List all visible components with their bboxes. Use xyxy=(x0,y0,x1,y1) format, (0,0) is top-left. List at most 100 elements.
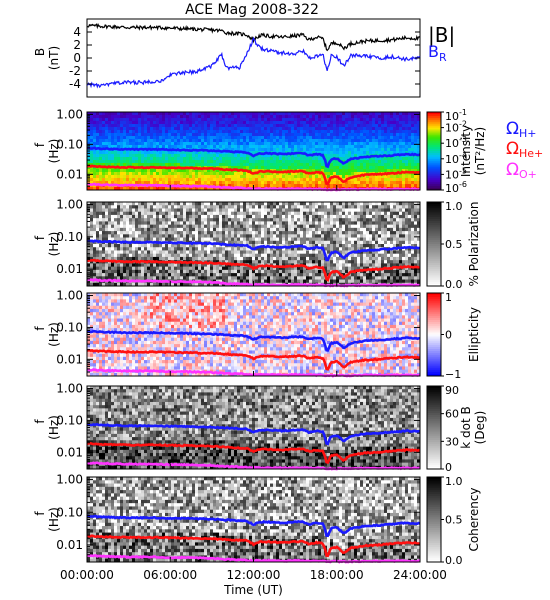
spectrogram-cell xyxy=(306,157,310,161)
spectrogram-cell xyxy=(363,178,367,182)
spectrogram-cell xyxy=(372,175,376,179)
spectrogram-cell xyxy=(216,218,220,222)
spectrogram-cell xyxy=(318,124,322,128)
spectrogram-cell xyxy=(138,130,142,134)
spectrogram-cell xyxy=(183,163,187,167)
spectrogram-cell xyxy=(108,160,112,164)
spectrogram-cell xyxy=(150,247,154,251)
spectrogram-cell xyxy=(99,276,103,280)
spectrogram-cell xyxy=(294,115,298,119)
spectrogram-cell xyxy=(210,163,214,167)
spectrogram-cell xyxy=(372,112,376,116)
spectrogram-cell xyxy=(351,160,355,164)
spectrogram-cell xyxy=(93,221,97,226)
spectrogram-cell xyxy=(132,276,136,280)
spectrogram-cell xyxy=(282,127,286,131)
spectrogram-cell xyxy=(270,166,274,170)
spectrogram-cell xyxy=(207,133,211,137)
spectrogram-cell xyxy=(201,136,205,140)
spectrogram-cell xyxy=(246,224,250,229)
spectrogram-cell xyxy=(135,276,139,280)
spectrogram-cell xyxy=(414,157,418,161)
spectrogram-cell xyxy=(195,154,199,158)
spectrogram-cell xyxy=(162,151,166,155)
spectrogram-cell xyxy=(183,124,187,128)
spectrogram-cell xyxy=(105,247,109,251)
spectrogram-cell xyxy=(243,127,247,131)
spectrogram-cell xyxy=(234,163,238,167)
spectrogram-cell xyxy=(105,244,109,248)
spectrogram-cell xyxy=(144,263,148,268)
spectrogram-cell xyxy=(159,187,163,191)
spectrogram-cell xyxy=(261,154,265,158)
spectrogram-cell xyxy=(147,234,151,238)
spectrogram-cell xyxy=(90,234,94,238)
spectrogram-cell xyxy=(336,133,340,137)
spectrogram-cell xyxy=(285,172,289,176)
spectrogram-cell xyxy=(348,115,352,119)
spectrogram-cell xyxy=(273,224,277,229)
spectrogram-cell xyxy=(135,136,139,140)
colorbar-swatch xyxy=(427,166,441,170)
spectrogram-cell xyxy=(102,133,106,137)
spectrogram-cell xyxy=(96,157,100,161)
spectrogram-cell xyxy=(375,112,379,116)
spectrogram-cell xyxy=(174,136,178,140)
spectrogram-cell xyxy=(285,218,289,222)
spectrogram-cell xyxy=(147,136,151,140)
spectrogram-cell xyxy=(177,163,181,167)
spectrogram-cell xyxy=(240,115,244,119)
spectrogram-cell xyxy=(99,127,103,131)
spectrogram-cell xyxy=(87,184,91,188)
spectrogram-cell xyxy=(99,227,103,232)
spectrogram-cell xyxy=(171,266,175,271)
spectrogram-cell xyxy=(207,127,211,131)
spectrogram-cell xyxy=(369,148,373,152)
spectrogram-cell xyxy=(144,178,148,182)
spectrogram-cell xyxy=(270,121,274,125)
spectrogram-cell xyxy=(210,263,214,268)
spectrogram-cell xyxy=(249,224,253,229)
spectrogram-cell xyxy=(102,282,106,287)
spectrogram-cell xyxy=(309,224,313,229)
spectrogram-cell xyxy=(213,208,217,213)
spectrogram-cell xyxy=(228,273,232,277)
spectrogram-cell xyxy=(180,178,184,182)
spectrogram-cell xyxy=(321,163,325,167)
spectrogram-cell xyxy=(222,250,226,255)
spectrogram-cell xyxy=(258,184,262,188)
spectrogram-cell xyxy=(216,224,220,229)
spectrogram-cell xyxy=(156,127,160,131)
spectrogram-cell xyxy=(282,118,286,122)
spectrogram-cell xyxy=(414,184,418,188)
spectrogram-cell xyxy=(240,178,244,182)
spectrogram-cell xyxy=(96,231,100,235)
spectrogram-cell xyxy=(165,266,169,271)
spectrogram-cell xyxy=(225,160,229,164)
spectrogram-cell xyxy=(291,130,295,134)
spectrogram-cell xyxy=(222,263,226,268)
spectrogram-cell xyxy=(189,221,193,226)
spectrogram-cell xyxy=(189,160,193,164)
spectrogram-cell xyxy=(252,244,256,248)
spectrogram-cell xyxy=(291,154,295,158)
spectrogram-cell xyxy=(288,211,292,216)
spectrogram-cell xyxy=(198,282,202,287)
spectrogram-cell xyxy=(306,253,310,258)
spectrogram-cell xyxy=(96,124,100,128)
spectrogram-cell xyxy=(141,244,145,248)
spectrogram-cell xyxy=(309,253,313,258)
spectrogram-cell xyxy=(171,247,175,251)
spectrogram-cell xyxy=(123,208,127,213)
spectrogram-cell xyxy=(171,130,175,134)
spectrogram-cell xyxy=(258,115,262,119)
spectrogram-cell xyxy=(168,263,172,268)
spectrogram-cell xyxy=(138,247,142,251)
spectrogram-cell xyxy=(192,269,196,274)
spectrogram-cell xyxy=(330,154,334,158)
spectrogram-cell xyxy=(108,282,112,287)
spectrogram-cell xyxy=(402,127,406,131)
spectrogram-cell xyxy=(390,166,394,170)
spectrogram-cell xyxy=(111,160,115,164)
colorbar-swatch xyxy=(427,123,441,127)
